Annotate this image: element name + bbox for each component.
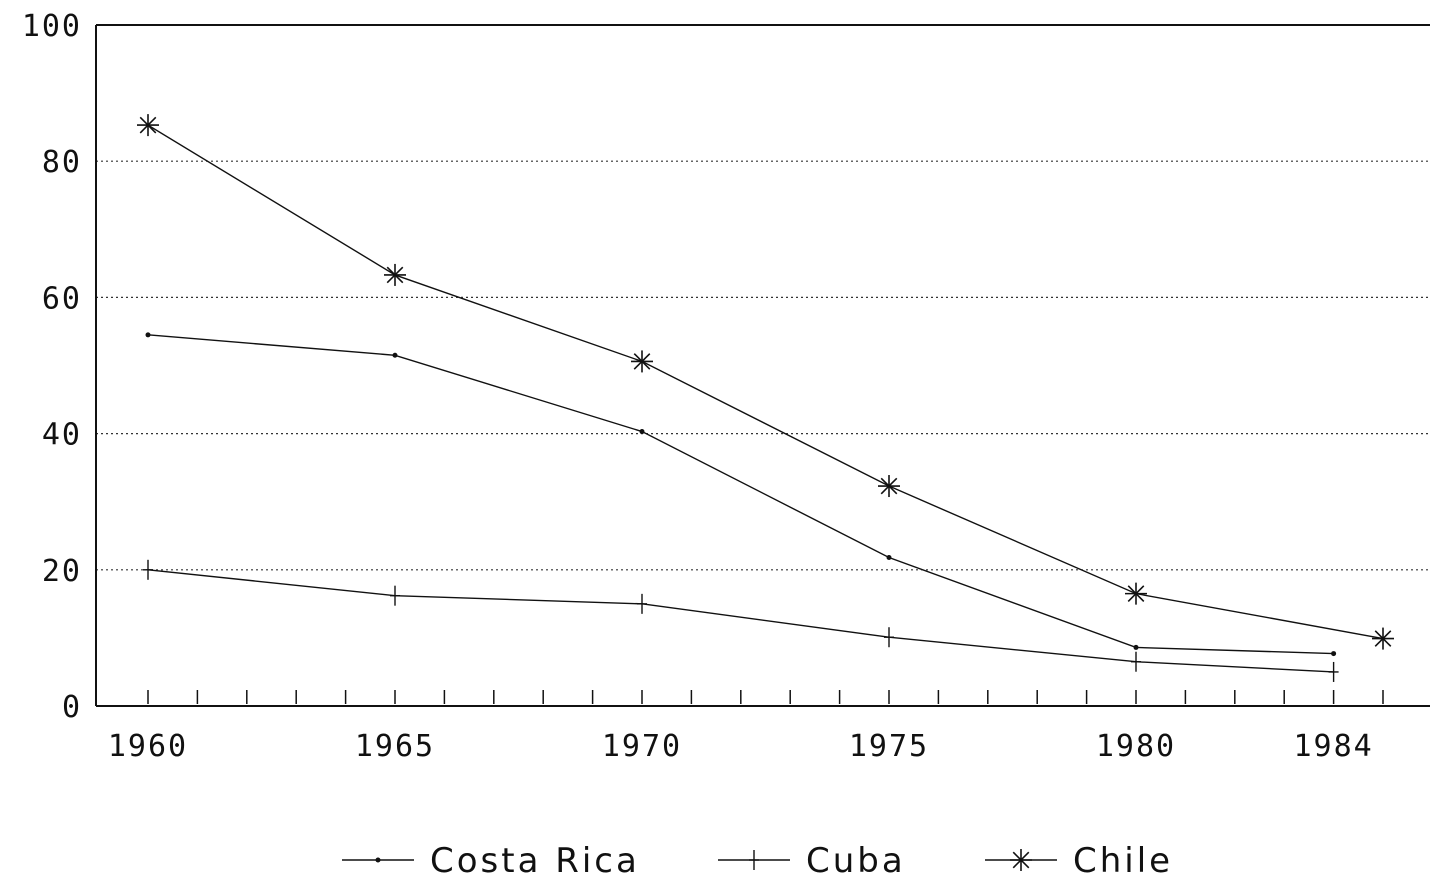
- data-point-chile-1965: [384, 263, 406, 286]
- series-line-chile: [147, 124, 1384, 640]
- y-tick-label-80: 80: [42, 145, 82, 180]
- y-tick-label-20: 20: [42, 554, 82, 589]
- x-tick-label-1980: 1980: [1096, 729, 1176, 764]
- legend: Costa Rica Cuba Chile: [342, 841, 1173, 881]
- data-point-chile-1975: [878, 475, 900, 498]
- data-point-costa-rica-1965: [392, 352, 398, 358]
- tick-labels: 0 20 40 60 80 100 1960 1965 1970 1975 1980 1984: [22, 9, 1373, 764]
- data-point-cuba-1960: [143, 559, 153, 580]
- x-tick-label-1970: 1970: [602, 729, 682, 764]
- y-tick-label-40: 40: [42, 418, 82, 453]
- legend-marker-cuba: [749, 850, 759, 870]
- legend-marker-chile: [1010, 849, 1032, 871]
- data-point-chile-1960: [137, 114, 159, 137]
- data-point-costa-rica-1975: [886, 555, 892, 561]
- x-tick-label-1965: 1965: [355, 729, 435, 764]
- data-point-costa-rica-1984: [1331, 651, 1337, 657]
- y-tick-label-60: 60: [42, 281, 82, 316]
- data-point-chile-1980: [1125, 582, 1147, 605]
- x-tick-label-1984: 1984: [1293, 729, 1373, 764]
- data-point-cuba-1970: [637, 593, 647, 614]
- y-tick-label-100: 100: [22, 9, 82, 44]
- data-point-chile-1985: [1372, 627, 1394, 650]
- series: [137, 114, 1394, 682]
- data-point-cuba-1975: [884, 627, 894, 648]
- gridlines: [96, 160, 1430, 571]
- legend-item-costa-rica: Costa Rica: [342, 841, 640, 881]
- series-line-cuba: [147, 569, 1334, 673]
- data-point-costa-rica-1960: [145, 332, 151, 338]
- data-point-chile-1970: [631, 350, 653, 373]
- x-tick-label-1975: 1975: [849, 729, 929, 764]
- legend-label-chile: Chile: [1073, 841, 1173, 881]
- legend-label-costa-rica: Costa Rica: [430, 841, 640, 881]
- data-point-cuba-1980: [1131, 651, 1141, 672]
- y-tick-label-0: 0: [62, 690, 82, 725]
- axes: [95, 24, 1430, 707]
- series-line-costa-rica: [147, 334, 1334, 655]
- data-point-costa-rica-1980: [1133, 644, 1139, 650]
- legend-item-cuba: Cuba: [718, 841, 906, 881]
- legend-marker-costa-rica: [375, 857, 381, 863]
- data-point-cuba-1965: [390, 585, 400, 606]
- legend-label-cuba: Cuba: [806, 841, 906, 881]
- data-point-costa-rica-1970: [639, 429, 645, 435]
- data-point-cuba-1984: [1328, 661, 1339, 682]
- legend-item-chile: Chile: [985, 841, 1173, 881]
- x-tick-label-1960: 1960: [108, 729, 188, 764]
